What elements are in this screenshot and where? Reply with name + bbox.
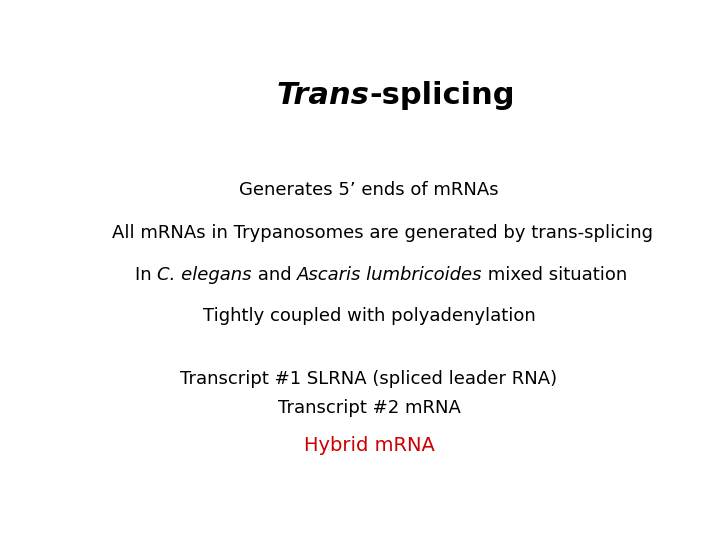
Text: and: and: [251, 266, 297, 284]
Text: Ascaris lumbricoides: Ascaris lumbricoides: [297, 266, 482, 284]
Text: Transcript #1 SLRNA (spliced leader RNA): Transcript #1 SLRNA (spliced leader RNA): [181, 370, 557, 388]
Text: C. elegans: C. elegans: [157, 266, 251, 284]
Text: Hybrid mRNA: Hybrid mRNA: [304, 436, 434, 455]
Text: Tightly coupled with polyadenylation: Tightly coupled with polyadenylation: [202, 307, 536, 326]
Text: Trans: Trans: [276, 82, 369, 111]
Text: All mRNAs in Trypanosomes are generated by trans-splicing: All mRNAs in Trypanosomes are generated …: [112, 224, 653, 242]
Text: Transcript #2 mRNA: Transcript #2 mRNA: [278, 399, 460, 417]
Text: -splicing: -splicing: [369, 82, 515, 111]
Text: mixed situation: mixed situation: [482, 266, 628, 284]
Text: Generates 5’ ends of mRNAs: Generates 5’ ends of mRNAs: [239, 180, 499, 199]
Text: In: In: [135, 266, 157, 284]
